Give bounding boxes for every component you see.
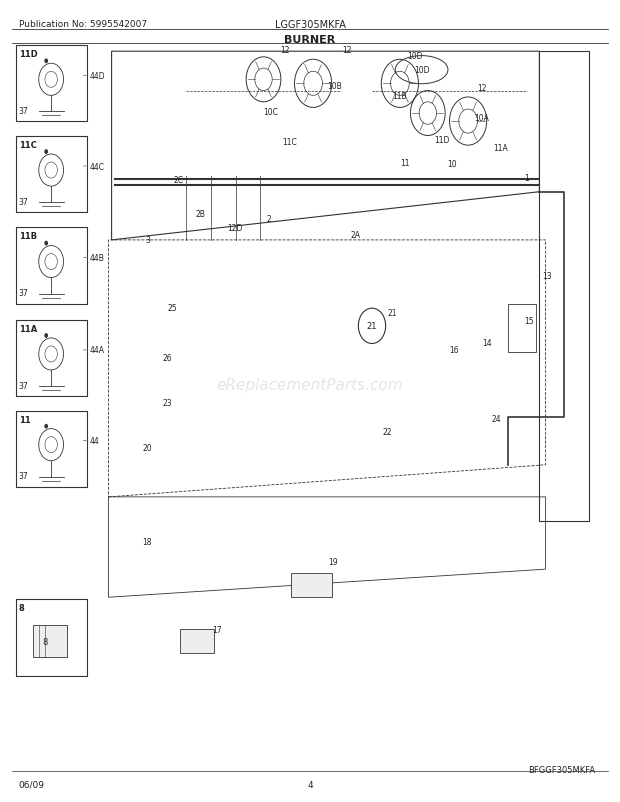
Text: 24: 24 — [492, 414, 502, 423]
Text: 20: 20 — [143, 443, 153, 452]
Circle shape — [45, 424, 48, 429]
Text: 16: 16 — [449, 346, 459, 355]
Text: 3: 3 — [146, 236, 151, 245]
Text: 12: 12 — [477, 83, 487, 93]
Circle shape — [45, 59, 48, 64]
Text: 44A: 44A — [90, 346, 105, 355]
Text: 4: 4 — [307, 780, 313, 788]
Text: 06/09: 06/09 — [19, 780, 45, 788]
Text: 2: 2 — [267, 214, 272, 224]
Text: Publication No: 5995542007: Publication No: 5995542007 — [19, 20, 147, 29]
Text: 26: 26 — [162, 354, 172, 363]
Text: 44B: 44B — [90, 253, 105, 263]
Text: eReplacementParts.com: eReplacementParts.com — [216, 378, 404, 392]
Text: 44C: 44C — [90, 162, 105, 172]
Text: 23: 23 — [162, 399, 172, 408]
Text: LGGF305MKFA: LGGF305MKFA — [275, 20, 345, 30]
Text: 10D: 10D — [414, 66, 429, 75]
Text: BFGGF305MKFA: BFGGF305MKFA — [528, 765, 595, 774]
Text: 12: 12 — [280, 46, 290, 55]
FancyBboxPatch shape — [16, 600, 87, 675]
FancyBboxPatch shape — [16, 228, 87, 304]
Text: 11C: 11C — [282, 138, 297, 148]
Circle shape — [45, 241, 48, 246]
FancyBboxPatch shape — [16, 411, 87, 487]
Text: 11A: 11A — [19, 324, 37, 334]
Text: 14: 14 — [482, 338, 492, 348]
Text: 11B: 11B — [392, 91, 407, 101]
Text: 10B: 10B — [327, 82, 342, 91]
Text: 11A: 11A — [493, 144, 508, 153]
Text: 11: 11 — [19, 415, 30, 424]
Text: 22: 22 — [383, 427, 392, 436]
Text: 44: 44 — [90, 436, 100, 446]
Text: 2B: 2B — [195, 209, 205, 219]
FancyBboxPatch shape — [16, 136, 87, 213]
Text: 25: 25 — [167, 303, 177, 313]
Text: 10C: 10C — [264, 107, 278, 117]
FancyBboxPatch shape — [291, 573, 332, 597]
Text: 21: 21 — [388, 308, 397, 318]
FancyBboxPatch shape — [508, 305, 536, 353]
Text: 2A: 2A — [350, 230, 360, 240]
Text: 11D: 11D — [434, 136, 450, 145]
Text: 15: 15 — [524, 316, 534, 326]
Text: 19: 19 — [329, 557, 339, 566]
Text: 37: 37 — [19, 289, 29, 298]
Circle shape — [45, 334, 48, 338]
FancyBboxPatch shape — [33, 626, 67, 658]
Text: 8: 8 — [19, 603, 24, 613]
Text: 37: 37 — [19, 381, 29, 390]
Text: 37: 37 — [19, 197, 29, 206]
Text: 37: 37 — [19, 472, 29, 480]
Text: 10A: 10A — [474, 113, 489, 123]
Text: 21: 21 — [367, 322, 377, 331]
Text: 1: 1 — [524, 173, 529, 183]
Text: 10D: 10D — [408, 51, 423, 61]
Text: 11D: 11D — [19, 50, 37, 59]
FancyBboxPatch shape — [16, 46, 87, 122]
FancyBboxPatch shape — [16, 320, 87, 396]
Text: BURNER: BURNER — [285, 35, 335, 45]
Text: 10: 10 — [448, 160, 458, 169]
Text: 11: 11 — [400, 159, 409, 168]
Text: 8: 8 — [42, 637, 48, 646]
Text: 12: 12 — [342, 46, 352, 55]
Text: 17: 17 — [212, 625, 222, 634]
Text: 44D: 44D — [90, 71, 105, 81]
Text: 2C: 2C — [174, 176, 184, 185]
Text: 37: 37 — [19, 107, 29, 115]
Text: 12D: 12D — [228, 224, 243, 233]
Text: 11C: 11C — [19, 140, 37, 150]
Circle shape — [45, 150, 48, 155]
Text: 18: 18 — [143, 537, 152, 546]
Text: 13: 13 — [542, 271, 552, 281]
Text: 11B: 11B — [19, 233, 37, 241]
FancyBboxPatch shape — [180, 630, 214, 654]
